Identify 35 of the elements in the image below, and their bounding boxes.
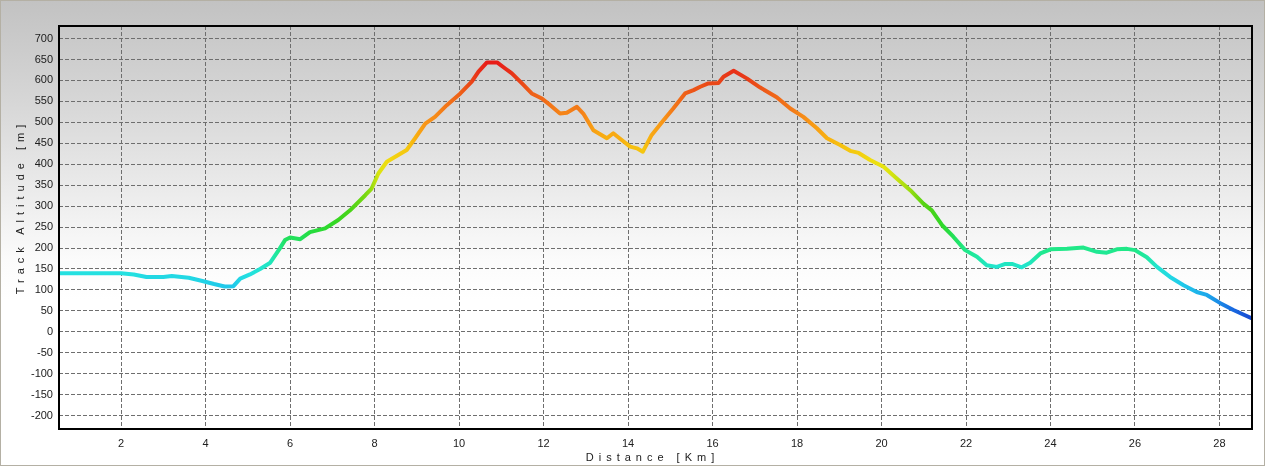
x-tick-label: 2 [118,436,125,449]
y-tick-label: 250 [34,220,53,233]
y-tick-label: -100 [30,366,53,379]
x-tick-label: 24 [1044,436,1057,449]
x-tick-label: 10 [452,436,466,449]
y-tick-label: 150 [34,262,53,274]
y-tick-label: -150 [30,387,53,400]
x-tick-label: 22 [959,436,973,449]
y-tick-label: -50 [37,345,53,358]
y-tick-label: -200 [30,408,53,421]
y-axis-title: Track Altitude [m] [13,119,27,295]
y-tick-label: 450 [34,136,53,149]
y-tick-label: 600 [34,73,53,86]
y-tick-label: 400 [34,157,53,170]
x-tick-label: 16 [706,436,719,449]
x-tick-label: 18 [790,436,804,449]
x-tick-label: 26 [1128,436,1142,449]
y-tick-label: 0 [46,324,53,337]
x-tick-label: 12 [537,436,550,449]
y-tick-label: 100 [34,282,53,295]
x-tick-label: 4 [202,436,209,449]
y-tick-label: 550 [34,94,53,107]
y-tick-label: 50 [40,303,53,316]
y-tick-label: 200 [34,241,53,254]
x-axis-title: Distance [Km] [585,451,720,464]
x-tick-label: 28 [1213,436,1226,449]
y-tick-label: 350 [34,178,53,191]
y-tick-label: 700 [34,31,53,44]
y-tick-label: 650 [34,52,53,65]
y-tick-label: 300 [34,199,53,212]
x-tick-label: 20 [875,436,888,449]
y-tick-label: 500 [34,115,53,128]
x-tick-label: 6 [287,436,294,449]
x-tick-label: 14 [621,436,635,449]
x-tick-label: 8 [371,436,378,449]
